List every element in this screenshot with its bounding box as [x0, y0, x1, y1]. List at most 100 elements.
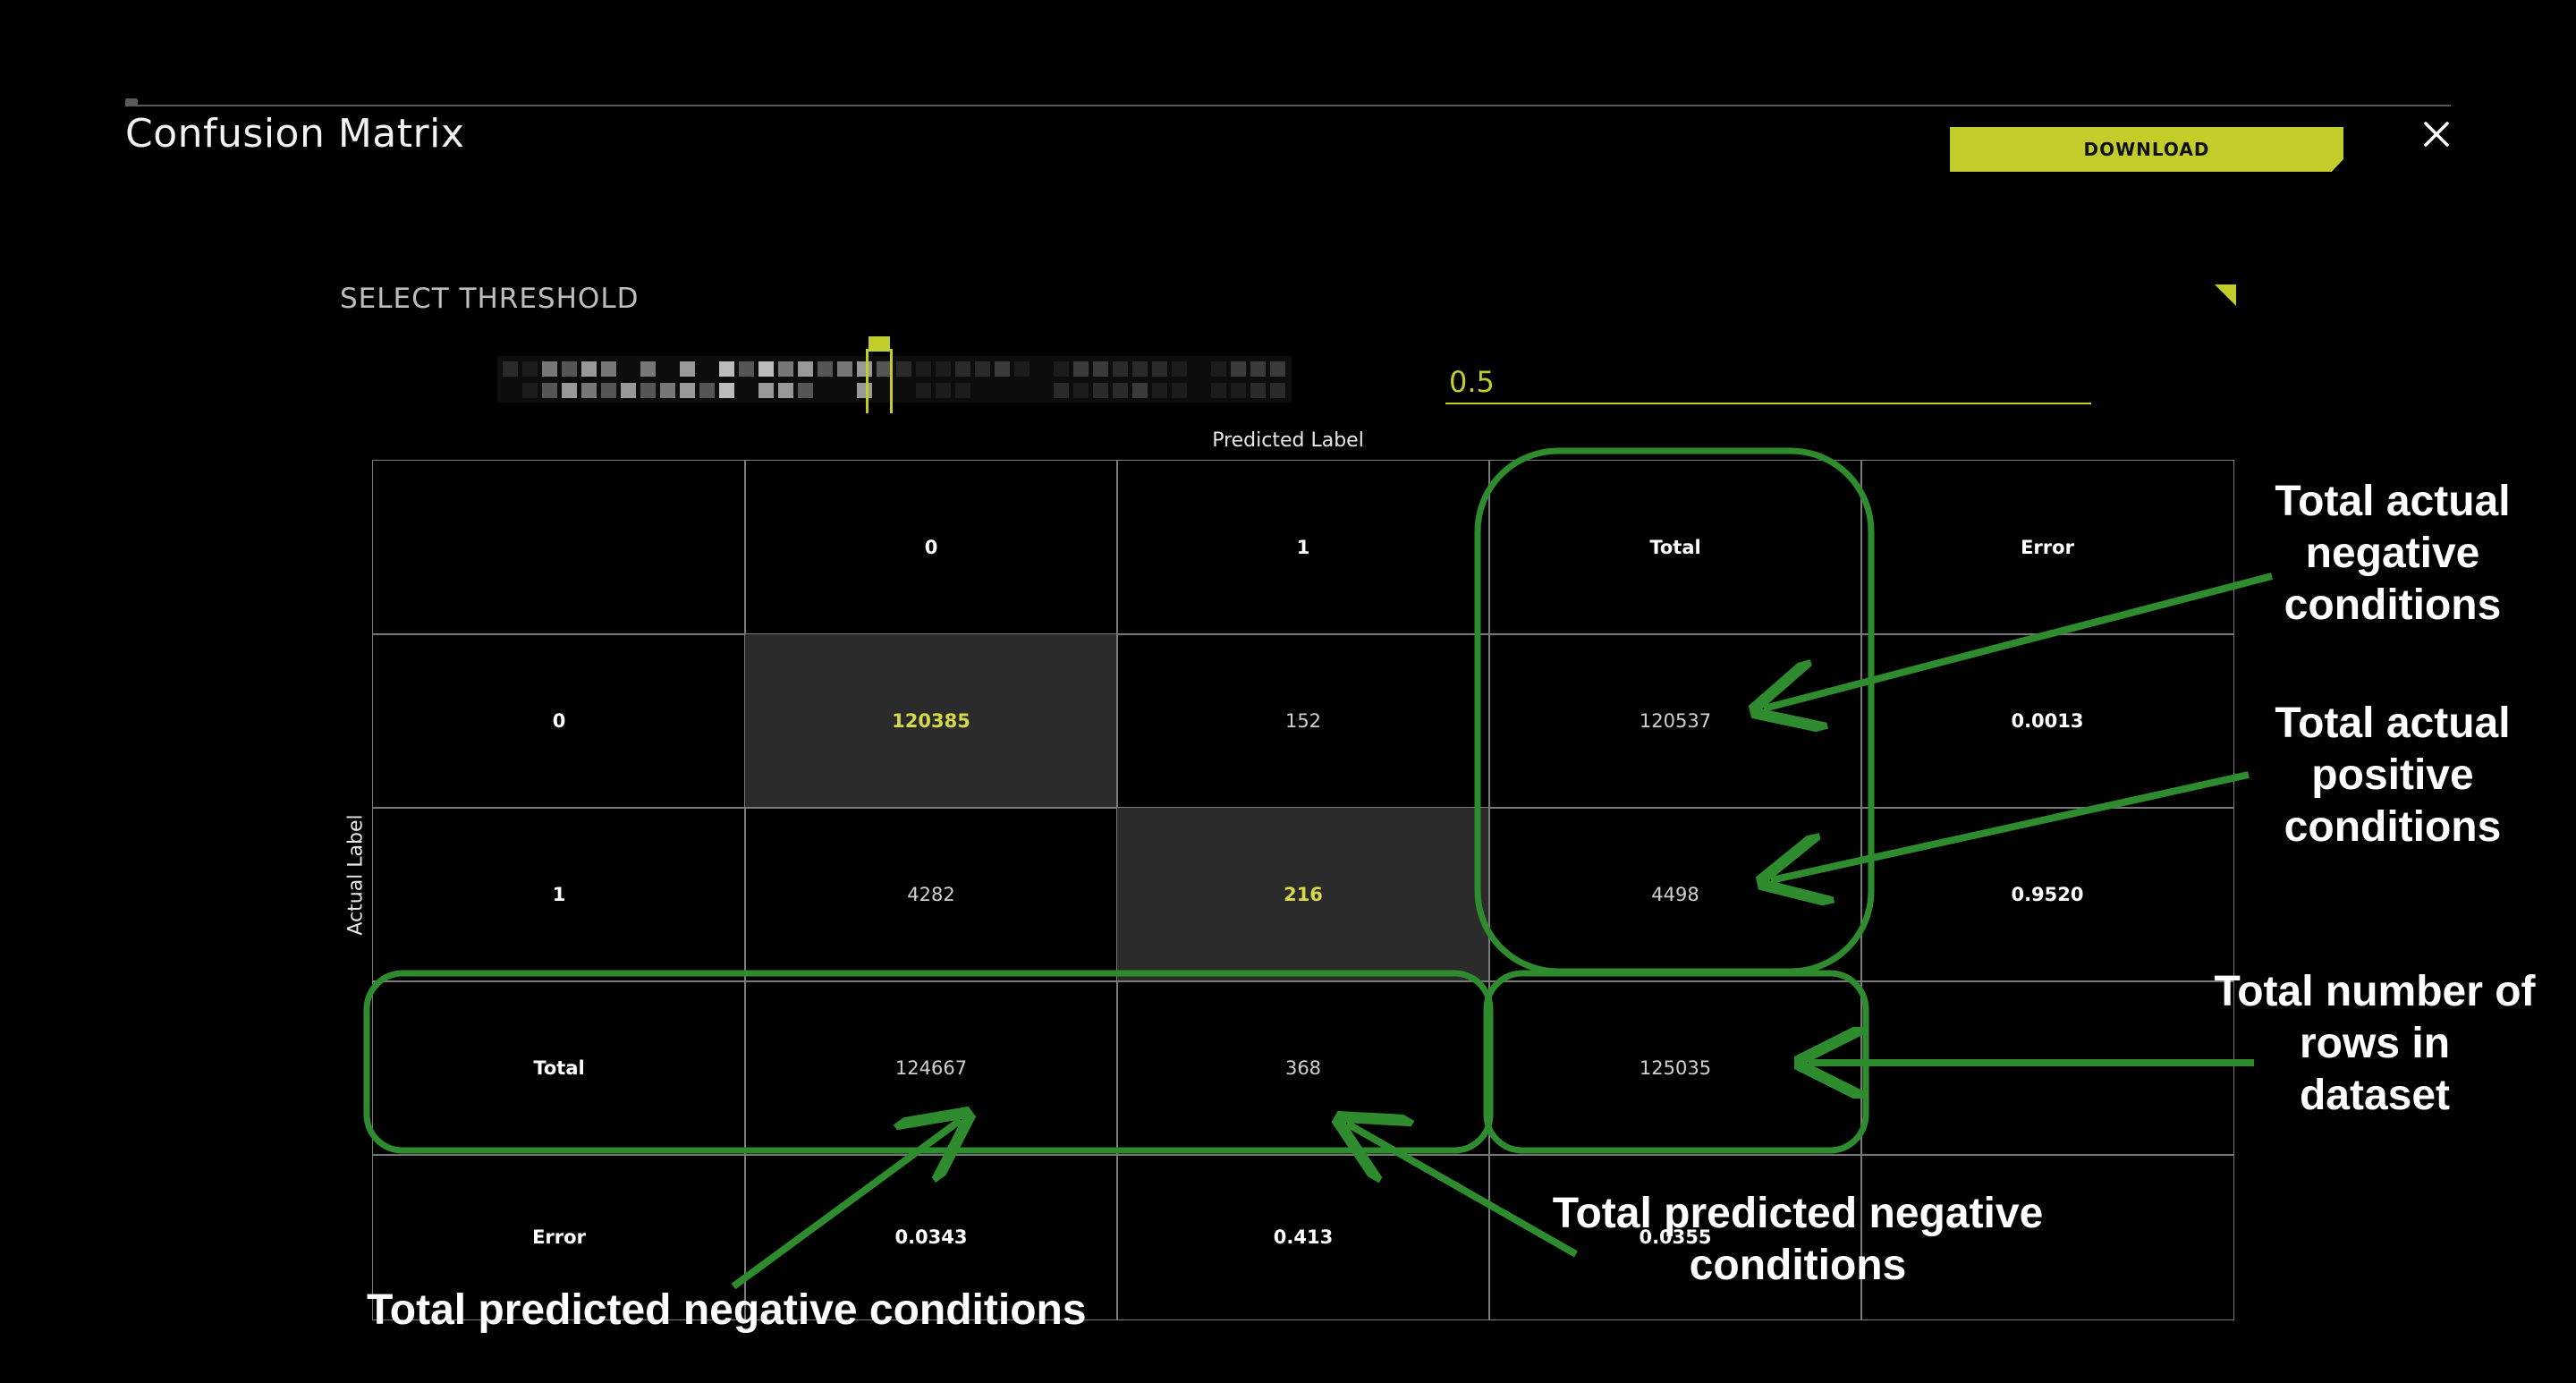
histogram-cell	[818, 361, 833, 377]
histogram-cell	[1211, 361, 1226, 377]
histogram-cell	[522, 361, 538, 377]
row-header: Total	[372, 980, 746, 1156]
histogram-cell	[1270, 383, 1285, 398]
slider-handle[interactable]	[864, 336, 894, 413]
histogram-cell	[1211, 383, 1226, 398]
false-negative-cell: 4282	[744, 807, 1118, 982]
true-negative-cell: 120385	[744, 633, 1118, 809]
histogram-cell	[1132, 383, 1148, 398]
histogram-cell	[601, 361, 616, 377]
row-header: Error	[372, 1154, 746, 1320]
actual-label-axis: Actual Label	[344, 814, 368, 936]
row-header: 1	[372, 807, 746, 982]
histogram-cell	[1231, 383, 1246, 398]
threshold-label: SELECT THRESHOLD	[340, 283, 640, 315]
total-error-cell: 0.0355	[1488, 1154, 1862, 1320]
annotation-line: conditions	[2284, 803, 2502, 851]
histogram-cell	[995, 361, 1010, 377]
histogram-cell	[1152, 383, 1167, 398]
annotation-actual-positive: Total actual positive conditions	[2245, 698, 2540, 853]
histogram-cell	[1250, 361, 1266, 377]
histogram-cell	[758, 361, 774, 377]
histogram-cell	[640, 361, 656, 377]
histogram-cell	[719, 383, 734, 398]
column-header: Total	[1488, 460, 1862, 635]
corner-triangle-icon	[2215, 284, 2236, 306]
histogram-cell	[916, 383, 931, 398]
annotation-line: Total actual	[2275, 478, 2511, 525]
matrix-corner-cell	[372, 460, 746, 635]
header-divider	[125, 105, 2451, 106]
histogram-cell	[975, 361, 990, 377]
histogram-cell	[1113, 383, 1128, 398]
histogram-cell	[581, 383, 597, 398]
annotation-line: conditions	[2284, 581, 2502, 629]
histogram-cell	[1231, 361, 1246, 377]
histogram-cell	[955, 383, 970, 398]
row-header: 0	[372, 633, 746, 809]
histogram-cell	[1014, 361, 1030, 377]
histogram-cell	[1172, 361, 1187, 377]
histogram-cell	[778, 361, 793, 377]
download-button[interactable]: DOWNLOAD	[1950, 127, 2343, 172]
close-icon[interactable]	[2420, 118, 2453, 150]
histogram-cell	[562, 361, 577, 377]
annotation-predicted-negative-bottom: Total predicted negative conditions	[367, 1286, 1087, 1334]
histogram-cell	[936, 383, 951, 398]
histogram-cell	[739, 361, 754, 377]
histogram-cell	[798, 383, 813, 398]
histogram-cell	[542, 383, 557, 398]
histogram-cell	[936, 361, 951, 377]
histogram-cell	[660, 383, 675, 398]
false-positive-cell: 152	[1116, 633, 1490, 809]
histogram-cell	[1093, 383, 1108, 398]
histogram-cell	[680, 383, 695, 398]
column-error-cell: 0.413	[1116, 1154, 1490, 1320]
histogram-cell	[877, 361, 892, 377]
annotation-line: Total number of	[2214, 968, 2536, 1015]
histogram-cell	[581, 361, 597, 377]
empty-cell	[1860, 1154, 2234, 1320]
row-error-cell: 0.9520	[1860, 807, 2234, 982]
annotation-actual-negative: Total actual negative conditions	[2245, 476, 2540, 632]
histogram-cell	[837, 361, 852, 377]
annotation-line: Total predicted negative	[1552, 1190, 2044, 1237]
threshold-histogram-slider[interactable]	[497, 356, 1292, 403]
annotation-line: rows in	[2299, 1020, 2451, 1067]
histogram-cell	[1054, 361, 1069, 377]
histogram-cell	[798, 361, 813, 377]
histogram-cell	[699, 383, 715, 398]
histogram-cell	[522, 383, 538, 398]
histogram-cell	[640, 383, 656, 398]
annotation-total-rows: Total number of rows in dataset	[2191, 966, 2558, 1122]
threshold-input[interactable]	[1445, 361, 2091, 404]
histogram-cell	[1270, 361, 1285, 377]
column-total-cell: 124667	[744, 980, 1118, 1156]
histogram-cell	[1093, 361, 1108, 377]
histogram-cell	[562, 383, 577, 398]
predicted-label-axis: Predicted Label	[1212, 429, 1364, 452]
column-total-cell: 368	[1116, 980, 1490, 1156]
true-positive-cell: 216	[1116, 807, 1490, 982]
histogram-cell	[916, 361, 931, 377]
annotation-line: conditions	[1689, 1242, 1907, 1289]
row-total-cell: 120537	[1488, 633, 1862, 809]
annotation-line: dataset	[2299, 1072, 2451, 1119]
column-header: Error	[1860, 460, 2234, 635]
row-error-cell: 0.0013	[1860, 633, 2234, 809]
histogram-cell	[1073, 383, 1089, 398]
histogram-cell	[896, 361, 911, 377]
histogram-cell	[542, 361, 557, 377]
histogram-cell	[719, 361, 734, 377]
annotation-line: negative	[2305, 530, 2480, 577]
annotation-line: positive	[2311, 751, 2474, 799]
row-total-cell: 4498	[1488, 807, 1862, 982]
histogram-cell	[601, 383, 616, 398]
histogram-cell	[1172, 383, 1187, 398]
histogram-cell	[621, 383, 636, 398]
histogram-cell	[758, 383, 774, 398]
empty-cell	[1860, 980, 2234, 1156]
histogram-cell	[1250, 383, 1266, 398]
annotation-line: Total actual	[2275, 700, 2511, 747]
histogram-cell	[503, 361, 518, 377]
